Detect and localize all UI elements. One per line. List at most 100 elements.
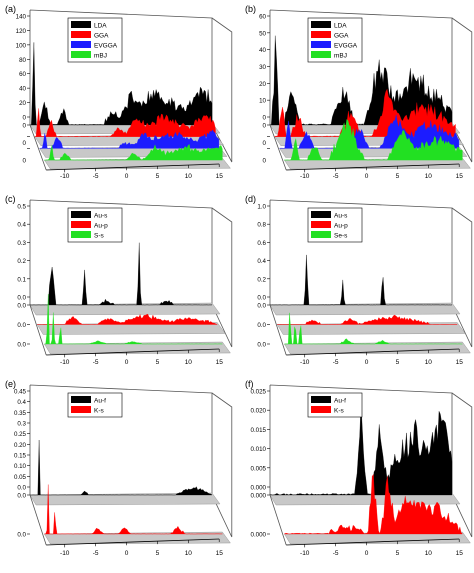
x-tick-label: -10 xyxy=(60,359,70,366)
y-tick-label: 50 xyxy=(259,30,266,37)
y-tick-label: 1.0 xyxy=(257,204,266,211)
y-tick-label: 0.45 xyxy=(14,389,27,396)
floor-edge xyxy=(29,494,47,546)
y-tick-label: 0.025 xyxy=(251,389,267,396)
legend-label: mBJ xyxy=(94,53,107,60)
x-tick-label: 0 xyxy=(365,550,369,557)
legend-label: Au-p xyxy=(94,223,108,230)
y-tick-label: 0.20 xyxy=(14,442,27,449)
y-tick-label: 0.2 xyxy=(257,276,266,283)
legend-label: Au-s xyxy=(334,213,348,220)
legend-swatch-mbj xyxy=(311,51,331,58)
x-tick-label: 5 xyxy=(156,359,160,366)
floor-plane xyxy=(29,492,221,506)
x-axis-line xyxy=(286,348,460,356)
x-tick-label: -5 xyxy=(93,173,99,180)
y-tick-label: 0.1 xyxy=(17,276,26,283)
legend-swatch-au-p xyxy=(311,221,331,228)
floor-edge xyxy=(269,124,287,171)
y-tick-label: 80 xyxy=(19,57,26,64)
panel-label: (b) xyxy=(245,4,256,14)
x-tick-label: 15 xyxy=(216,173,224,180)
legend-swatch-au-s xyxy=(311,211,331,218)
dos-series-au-s xyxy=(29,242,213,306)
floor-tick-label: 0.0 xyxy=(17,342,26,349)
chart-panel-f: (f)0.0000.0050.0100.0150.0200.0250.0000.… xyxy=(245,379,473,557)
x-tick-label: -10 xyxy=(300,550,310,557)
floor-tick-label: 0.0 xyxy=(257,322,266,329)
legend-swatch-au-s xyxy=(71,211,91,218)
floor-tick-label: 0 xyxy=(23,158,27,165)
chart-panel-d: (d)0.00.20.40.60.81.00.00.00.0-10 -5 0 5 10 1… xyxy=(245,194,473,366)
panel-label: (a) xyxy=(5,4,16,14)
x-tick-label: 5 xyxy=(156,173,160,180)
x-tick-label: 5 xyxy=(396,173,400,180)
legend-swatch-mbj xyxy=(71,51,91,58)
x-tick-label: 10 xyxy=(185,173,193,180)
y-tick-label: 100 xyxy=(16,42,27,49)
y-tick-label: 0.0 xyxy=(257,295,266,302)
legend-swatch-evgga xyxy=(71,41,91,48)
floor-tick-label: 0.0 xyxy=(17,303,26,310)
floor-tick-label: 0.000 xyxy=(251,493,267,500)
y-tick-label: 0.020 xyxy=(251,408,267,415)
x-tick-label: -5 xyxy=(333,173,339,180)
x-tick-label: 5 xyxy=(396,550,400,557)
x-tick-label: 5 xyxy=(396,359,400,366)
x-tick-label: -5 xyxy=(93,359,99,366)
y-tick-label: 140 xyxy=(16,14,27,21)
floor-edge xyxy=(269,304,287,356)
legend-label: Au-f xyxy=(334,398,346,405)
dos-series-au-p xyxy=(37,313,218,325)
x-tick-label: 0 xyxy=(365,173,369,180)
dos-series-s-s xyxy=(44,294,223,345)
legend: LDA GGA EVGGA mBJ xyxy=(67,17,123,63)
x-tick-label: 0 xyxy=(125,359,129,366)
y-tick-label: 20 xyxy=(259,81,266,88)
legend-swatch-evgga xyxy=(311,41,331,48)
x-tick-label: 15 xyxy=(456,173,464,180)
x-tick-label: -10 xyxy=(300,173,310,180)
floor-plane xyxy=(29,302,221,316)
legend-label: LDA xyxy=(334,23,347,30)
y-tick-label: 0.015 xyxy=(251,427,267,434)
side-wall-frame xyxy=(211,392,233,538)
dos-series-se-s xyxy=(284,312,463,345)
legend-swatch-gga xyxy=(311,31,331,38)
floor-tick-label: 0.0 xyxy=(17,322,26,329)
y-tick-label: 0.25 xyxy=(14,431,27,438)
dos-series-gga xyxy=(34,108,216,137)
dos-series-gga xyxy=(274,88,456,137)
floor-tick-label: 0.0 xyxy=(257,303,266,310)
panel-label: (d) xyxy=(245,194,256,204)
y-tick-label: 0.0 xyxy=(17,295,26,302)
y-tick-label: 0.3 xyxy=(17,240,26,247)
y-tick-label: 0.005 xyxy=(251,465,267,472)
x-tick-label: -10 xyxy=(300,359,310,366)
x-tick-label: 15 xyxy=(456,550,464,557)
legend: Au-f K-s xyxy=(67,392,123,418)
legend-label: mBJ xyxy=(334,53,347,60)
y-tick-label: 0.10 xyxy=(14,463,27,470)
legend-label: S-s xyxy=(94,233,105,240)
x-tick-label: 10 xyxy=(425,359,433,366)
x-tick-label: -5 xyxy=(333,550,339,557)
side-wall-frame xyxy=(211,207,233,348)
y-tick-label: 60 xyxy=(259,14,266,21)
legend-swatch-gga xyxy=(71,31,91,38)
floor-plane xyxy=(284,341,471,355)
y-tick-label: 0.6 xyxy=(257,240,266,247)
dos-series-k-s xyxy=(44,484,223,535)
y-tick-label: 30 xyxy=(259,64,266,71)
floor-plane xyxy=(44,341,231,355)
y-tick-label: 0.0 xyxy=(17,485,26,492)
y-tick-label: 40 xyxy=(259,47,266,54)
y-tick-label: 20 xyxy=(19,100,26,107)
x-axis-line xyxy=(46,348,220,356)
legend-swatch-au-f xyxy=(71,396,91,403)
y-tick-label: 0.2 xyxy=(17,258,26,265)
legend-label: EVGGA xyxy=(94,43,118,50)
x-tick-label: -5 xyxy=(93,550,99,557)
